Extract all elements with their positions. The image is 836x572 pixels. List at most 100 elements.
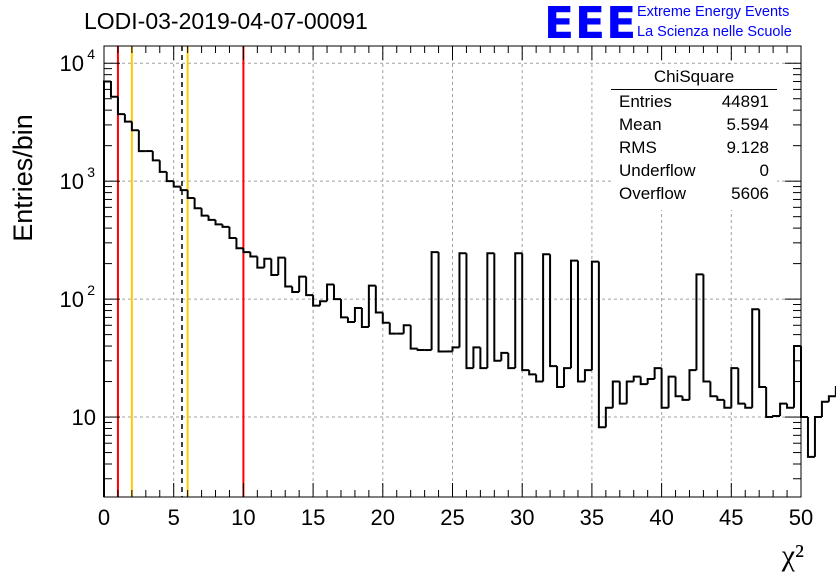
histogram-bar (765, 386, 774, 419)
histogram-bar (339, 299, 348, 319)
histogram-bar (416, 348, 425, 352)
reference-lines (116, 46, 245, 497)
histogram-bar (109, 81, 118, 98)
x-tick-label: 35 (580, 505, 604, 530)
x-tick-label: 45 (719, 505, 743, 530)
histogram-bar (430, 251, 439, 351)
histogram-bar (709, 381, 718, 398)
histogram-bar (249, 252, 258, 258)
histogram-bar (381, 312, 390, 324)
histogram-bar (360, 308, 369, 329)
histogram-bar (493, 253, 502, 362)
histogram-bar (388, 322, 397, 335)
stats-value: 5.594 (726, 115, 769, 134)
histogram-bar (702, 274, 711, 383)
stats-divider (611, 89, 777, 90)
histogram-bar (597, 261, 606, 429)
stats-label: Entries (619, 92, 672, 111)
histogram-bar (737, 368, 746, 405)
histogram-bar (695, 273, 704, 371)
histogram-bar (542, 253, 551, 382)
histogram-bar (353, 307, 362, 322)
x-tick-label: 0 (98, 505, 110, 530)
x-tick-label: 5 (168, 505, 180, 530)
x-tick-label: 50 (789, 505, 813, 530)
histogram-bar (465, 253, 474, 370)
y-tick-label: 10 (72, 405, 96, 430)
y-tick-label: 10 (60, 169, 84, 194)
histogram-bar (681, 396, 690, 401)
histogram-bar (751, 308, 760, 408)
histogram-bar (319, 300, 328, 306)
run-title: LODI-03-2019-04-07-00091 (84, 8, 368, 34)
histogram-bar (472, 346, 481, 369)
histogram-bar (263, 257, 272, 268)
histogram-bar (291, 286, 300, 293)
histogram-bar (207, 215, 216, 221)
histogram-bar (639, 376, 648, 386)
histogram-bar (653, 367, 662, 380)
histogram-bar (409, 325, 418, 350)
histogram-bar (723, 399, 732, 409)
stats-row-entries: Entries 44891 (619, 92, 769, 114)
histogram-bar (827, 395, 836, 402)
histogram-bar (305, 276, 314, 297)
stats-row-underflow: Underflow 0 (619, 161, 769, 183)
histogram-bar (158, 160, 167, 173)
histogram-bar (800, 346, 808, 419)
histogram-bar (500, 351, 509, 361)
histogram-bar (758, 309, 767, 388)
stats-value: 5606 (731, 184, 769, 203)
stats-row-mean: Mean 5.594 (619, 115, 769, 137)
histogram-bar (569, 259, 578, 369)
stats-label: Underflow (619, 161, 696, 180)
histogram-bar (374, 285, 383, 314)
histogram-bar (535, 374, 544, 383)
histogram-bar (270, 258, 279, 277)
histogram-bar (590, 260, 599, 371)
stats-value: 9.128 (726, 138, 769, 157)
histogram-bar (137, 130, 146, 153)
histogram-bar (730, 367, 739, 408)
histogram-bar (563, 367, 571, 387)
histogram-bar (604, 406, 613, 428)
histogram-bar (179, 186, 188, 192)
histogram-bar (625, 380, 634, 404)
histogram-bar (214, 219, 223, 226)
histogram-bar (667, 375, 676, 408)
histogram-bar (744, 403, 753, 409)
histogram-bar (228, 226, 237, 239)
histogram-bar (326, 283, 335, 302)
histogram-bar (451, 346, 460, 352)
x-axis-label: χ² (781, 539, 804, 572)
histogram-bar (716, 396, 725, 401)
stats-box: ChiSquare Entries 44891 Mean 5.594 RMS 9… (611, 64, 777, 210)
histogram-bar (116, 96, 125, 116)
histogram-bar (284, 257, 293, 288)
histogram-bar (221, 224, 230, 228)
y-tick-label: 10 (60, 287, 84, 312)
histogram-bar (130, 121, 139, 132)
x-axis-ticks: 0 5 10 15 20 25 30 35 40 45 50 (98, 46, 813, 530)
histogram-bar (618, 381, 627, 405)
histogram-bar (549, 254, 558, 368)
histogram-bar (346, 317, 355, 323)
x-tick-label: 20 (371, 505, 395, 530)
stats-value: 44891 (721, 92, 769, 111)
y-tick-exponent: 4 (87, 46, 95, 62)
histogram-bar (103, 80, 111, 497)
histogram-bar (514, 252, 523, 369)
histogram-bar (402, 324, 411, 334)
histogram-bar (242, 248, 251, 254)
logo-subtitle-line1: Extreme Energy Events (637, 4, 790, 20)
histogram-bar (235, 237, 244, 250)
histogram-bar (779, 402, 788, 417)
logo-subtitle-line2: La Scienza nelle Scuole (637, 24, 792, 40)
x-tick-label: 15 (301, 505, 325, 530)
stats-row-rms: RMS 9.128 (619, 138, 769, 160)
histogram-bar (793, 345, 801, 408)
histogram-bar (172, 181, 181, 188)
stats-label: RMS (619, 138, 657, 157)
histogram-bar (528, 370, 537, 376)
